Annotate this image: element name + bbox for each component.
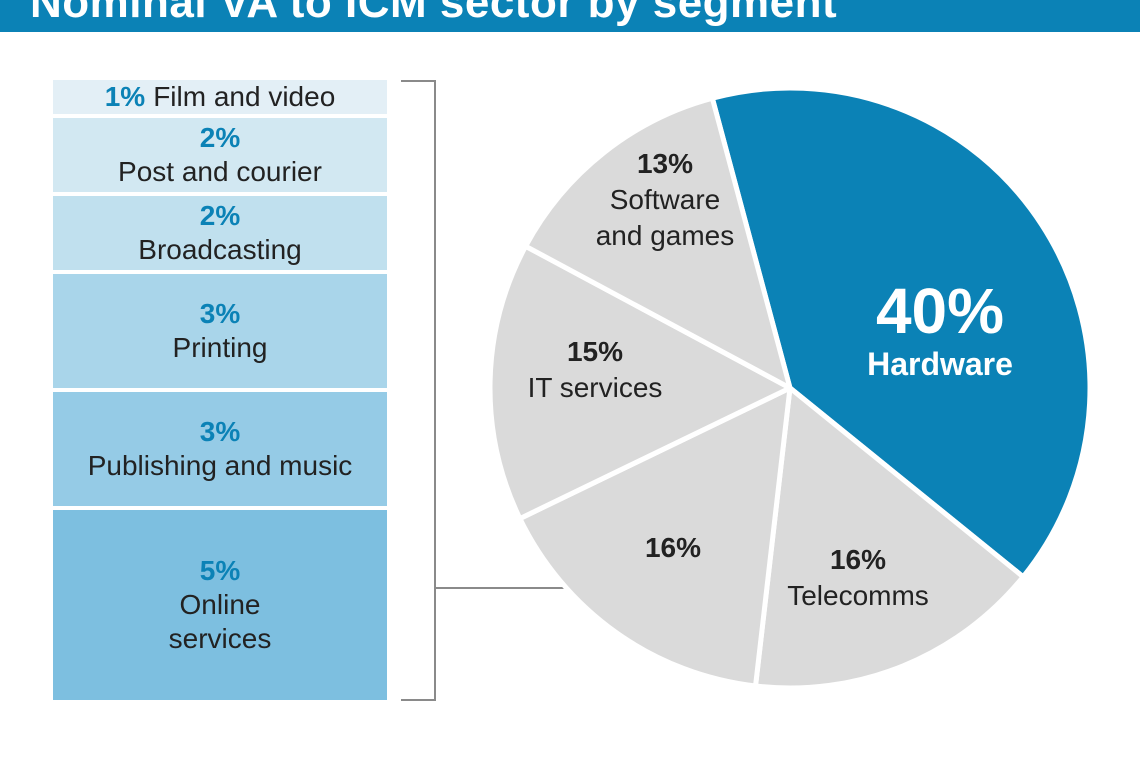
segment-pct: 2%	[199, 122, 241, 153]
segment-label: Publishing and music	[87, 450, 353, 481]
label-hardware-pct: 40%	[875, 275, 1005, 347]
segment-publishing-and-music: 3% Publishing and music	[53, 392, 387, 506]
pie-slice-it-services	[487, 243, 793, 522]
pie-slice-software-and-games	[523, 95, 793, 391]
label-telecomms-pct: 16%	[829, 544, 887, 575]
segment-pct: 5%	[199, 555, 241, 586]
pie-slice-telecomms	[753, 385, 1026, 691]
label-it-name: IT services	[527, 372, 663, 403]
segment-broadcasting: 2% Broadcasting	[53, 196, 387, 270]
segment-pct: 2%	[199, 200, 241, 231]
label-hardware-name: Hardware	[867, 346, 1013, 382]
label-it-services: 15% IT services	[505, 334, 685, 406]
segment-pct: 3%	[199, 416, 241, 447]
segment-film-and-video: 1% Film and video	[53, 80, 387, 114]
label-software: 13% Software and games	[575, 146, 755, 254]
segment-post-and-courier: 2% Post and courier	[53, 118, 387, 192]
pie-slice-hardware	[709, 85, 1093, 580]
segment-label: Broadcasting	[138, 234, 302, 265]
segment-label: Film and video	[153, 81, 336, 112]
bracket-line	[401, 80, 436, 701]
label-software-pct: 13%	[636, 148, 694, 179]
chart-title: Nominal VA to ICM sector by segment	[30, 0, 838, 27]
label-software-line2: and games	[595, 220, 735, 251]
segment-label: Printing	[172, 332, 268, 363]
label-hardware: 40% Hardware	[850, 278, 1030, 384]
segment-pct: 1%	[104, 81, 146, 112]
segment-pct: 3%	[199, 298, 241, 329]
segment-label: Online services	[168, 589, 272, 654]
title-bar: Nominal VA to ICM sector by segment	[0, 0, 1140, 32]
label-it-pct: 15%	[566, 336, 624, 367]
label-other-pct: 16%	[644, 532, 702, 563]
label-telecomms: 16% Telecomms	[768, 542, 948, 614]
pie-slice-other	[517, 385, 793, 689]
label-other: 16%	[623, 530, 723, 566]
label-software-line1: Software	[609, 184, 721, 215]
segment-label: Post and courier	[118, 156, 322, 187]
segment-online-services: 5% Online services	[53, 510, 387, 700]
segment-printing: 3% Printing	[53, 274, 387, 388]
label-telecomms-name: Telecomms	[787, 580, 929, 611]
